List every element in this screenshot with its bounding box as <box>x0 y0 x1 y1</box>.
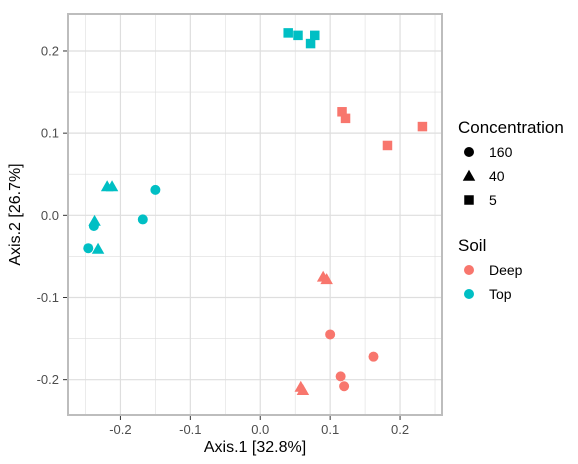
data-point <box>339 381 350 392</box>
x-tick-label: 0.0 <box>251 422 269 437</box>
data-point <box>310 30 320 41</box>
legend-key-triangle <box>462 169 476 181</box>
data-point <box>335 371 346 382</box>
y-tick-label: 0.2 <box>41 43 59 58</box>
x-axis-title: Axis.1 [32.8%] <box>204 439 306 456</box>
data-point <box>283 28 293 38</box>
data-point <box>417 121 428 132</box>
panel-border <box>67 13 443 416</box>
data-point <box>137 214 148 225</box>
legend-entry-label: 40 <box>489 168 505 184</box>
grid-lines <box>68 14 442 415</box>
x-axis-ticks: -0.2 -0.1 0.0 0.1 0.2 <box>109 416 409 437</box>
data-point <box>88 221 99 232</box>
legend-key-color <box>464 265 474 275</box>
data-point <box>150 184 161 195</box>
legend-entry-label: Top <box>489 286 512 302</box>
legend-entry-label: 160 <box>489 144 513 160</box>
data-point <box>305 38 316 49</box>
data-point <box>91 242 105 254</box>
plot-panel <box>68 14 442 415</box>
y-axis-ticks: 0.2 0.1 0.0 -0.1 -0.2 <box>37 43 67 387</box>
data-point <box>83 243 94 254</box>
data-point <box>337 107 347 117</box>
data-point <box>382 140 393 151</box>
data-point <box>325 329 336 340</box>
y-axis-title: Axis.2 [26.7%] <box>7 163 24 265</box>
y-tick-label: 0.1 <box>41 126 59 141</box>
legend-key-color <box>464 289 474 299</box>
x-tick-label: 0.1 <box>321 422 339 437</box>
legend-key-circle <box>464 147 474 157</box>
legend-key-square <box>464 195 474 205</box>
panel-background <box>68 14 442 415</box>
data-point <box>368 351 379 362</box>
data-point <box>105 180 119 192</box>
legend-entry-label: Deep <box>489 262 523 278</box>
legend-entry-label: 5 <box>489 192 497 208</box>
x-tick-label: -0.1 <box>179 422 201 437</box>
data-points <box>83 28 428 396</box>
data-point <box>293 30 303 41</box>
data-point <box>340 113 351 124</box>
y-tick-label: 0.0 <box>41 208 59 223</box>
x-tick-label: 0.2 <box>391 422 409 437</box>
x-tick-label: -0.2 <box>109 422 131 437</box>
legend-title: Concentration <box>458 118 564 137</box>
legend-title: Soil <box>458 236 486 255</box>
y-tick-label: -0.1 <box>37 290 59 305</box>
data-point <box>296 384 310 396</box>
y-tick-label: -0.2 <box>37 372 59 387</box>
data-point <box>320 273 333 285</box>
